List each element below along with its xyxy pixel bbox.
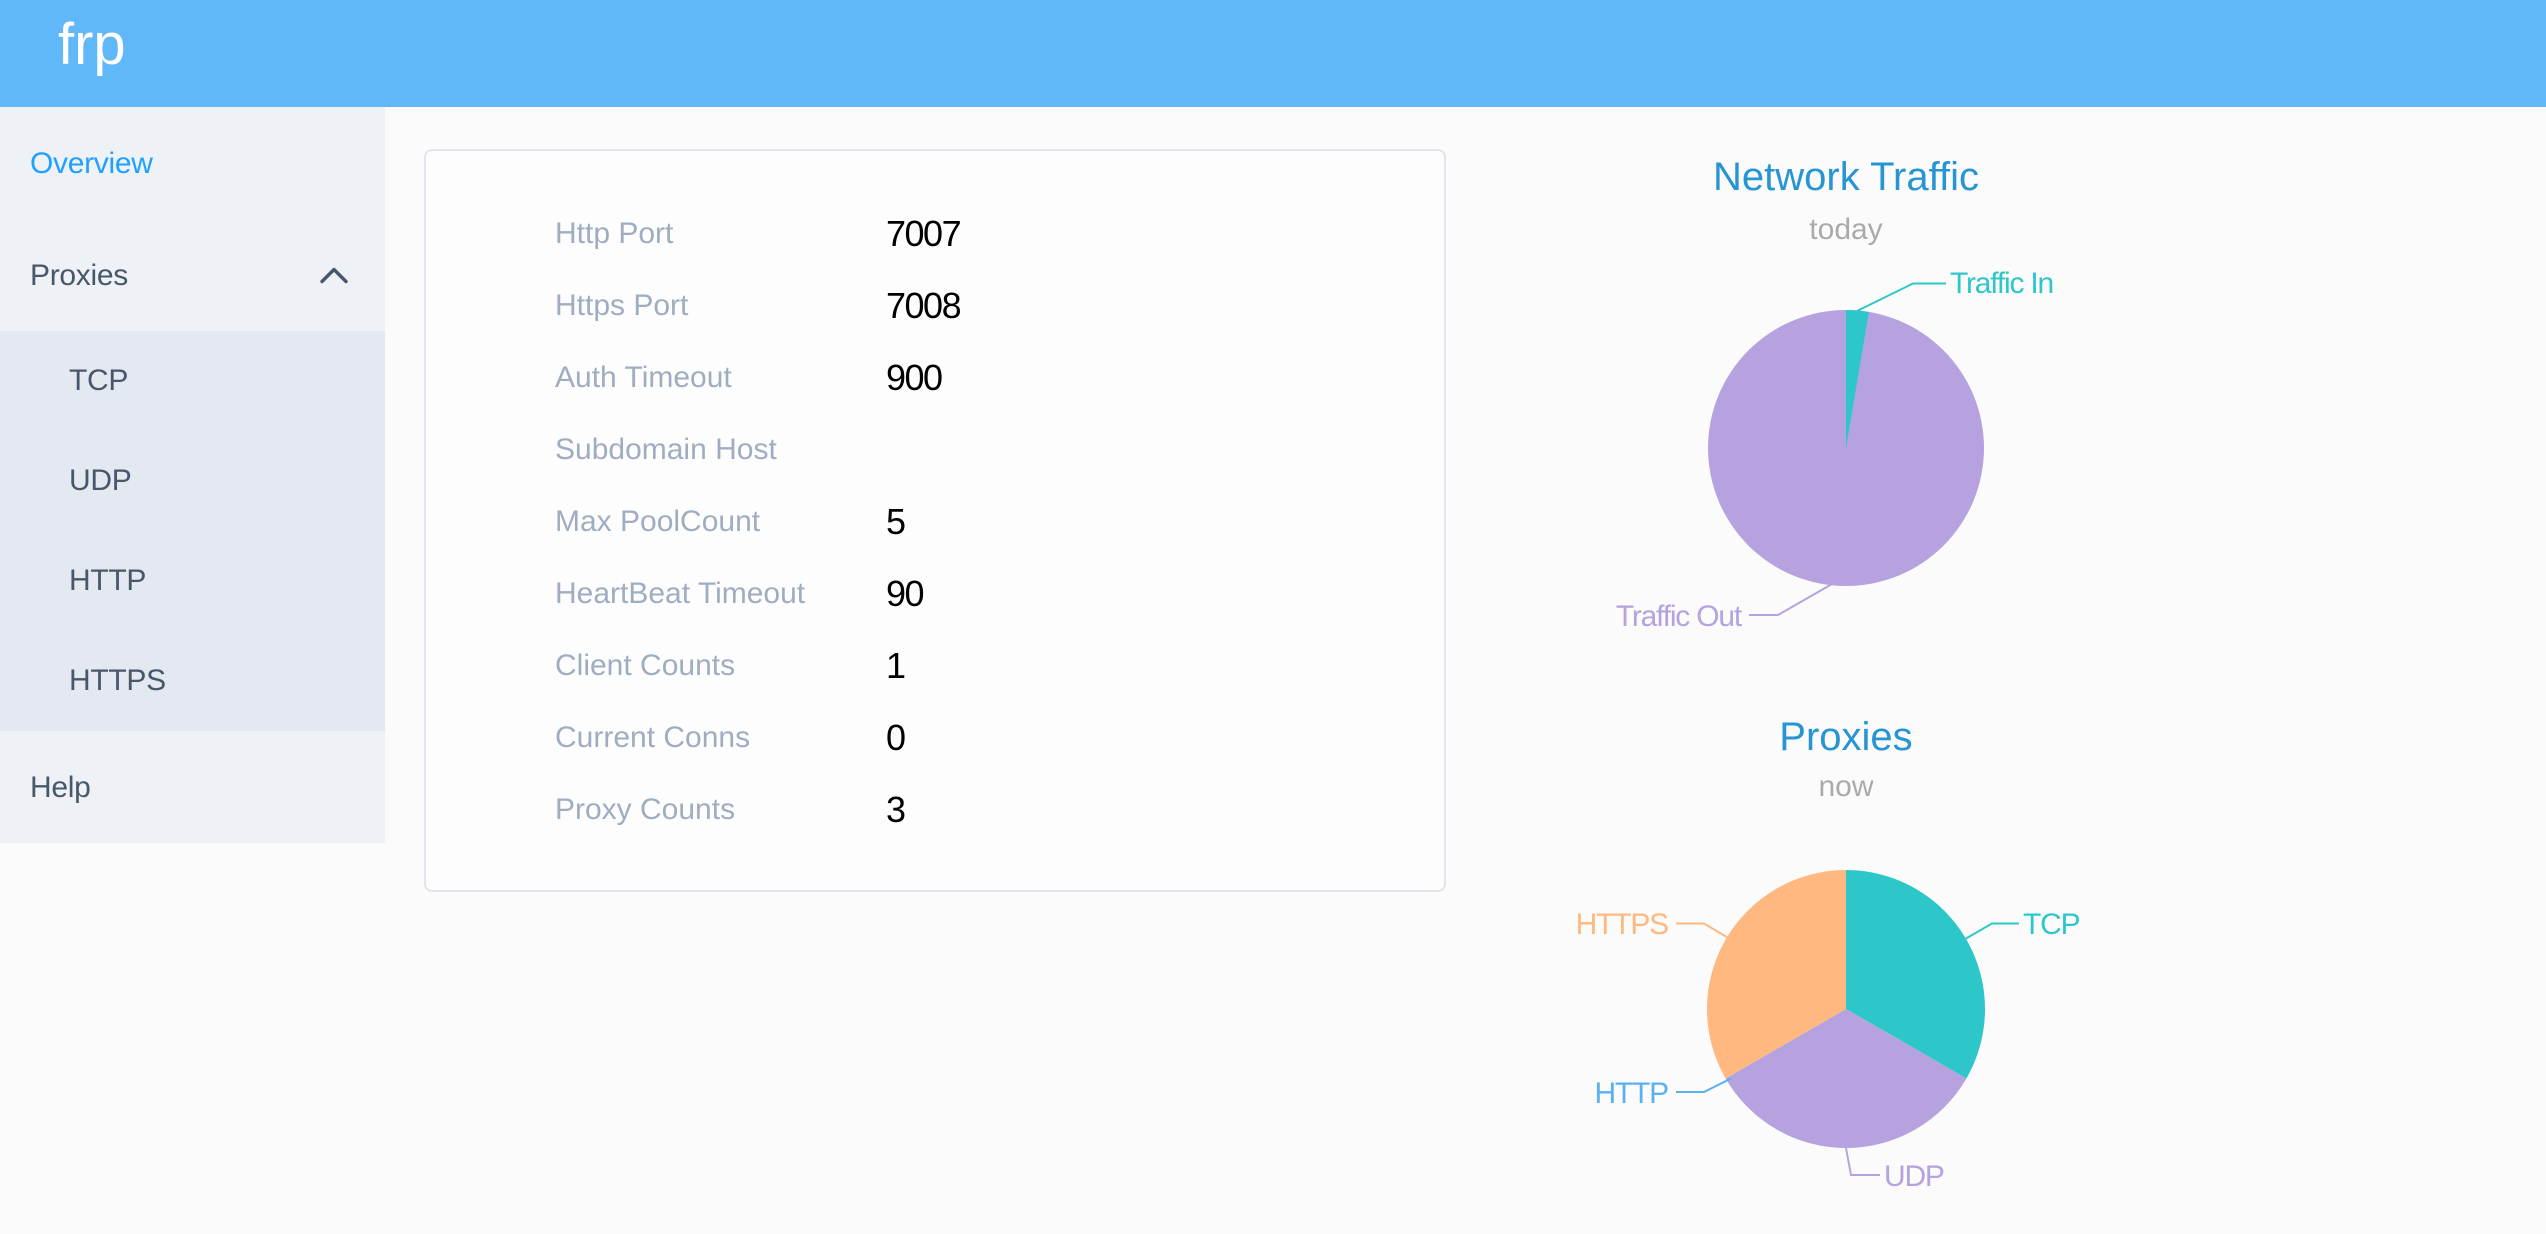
svg-text:Traffic Out: Traffic Out — [1616, 600, 1743, 633]
svg-text:TCP: TCP — [2023, 908, 2080, 941]
svg-text:Proxies: Proxies — [1779, 715, 1912, 759]
svg-text:Network Traffic: Network Traffic — [1713, 155, 1979, 199]
svg-text:now: now — [1818, 770, 1873, 803]
svg-text:UDP: UDP — [1884, 1160, 1944, 1193]
svg-text:today: today — [1809, 213, 1882, 246]
svg-text:Traffic In: Traffic In — [1950, 267, 2053, 300]
svg-text:HTTP: HTTP — [1594, 1077, 1668, 1110]
svg-text:HTTPS: HTTPS — [1576, 908, 1669, 941]
